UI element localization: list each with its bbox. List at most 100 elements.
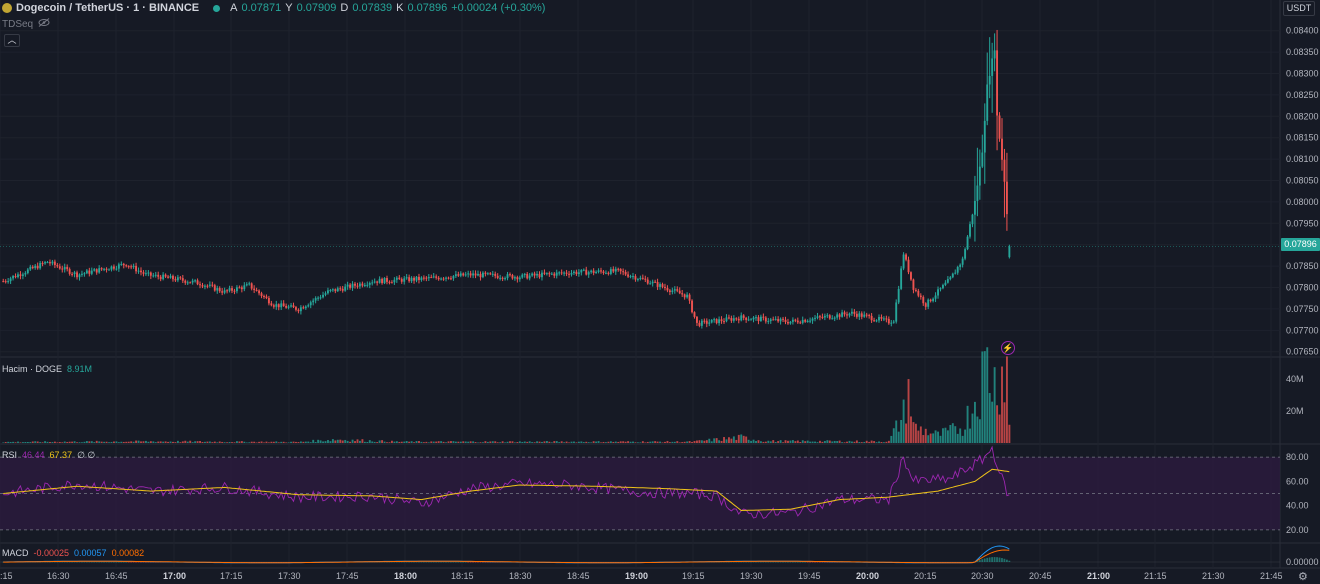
candle-body bbox=[644, 278, 647, 280]
volume-bar bbox=[427, 442, 430, 443]
candle-body bbox=[946, 279, 949, 283]
volume-bar bbox=[267, 442, 270, 443]
volume-bar bbox=[816, 442, 819, 443]
candle-body bbox=[454, 274, 457, 277]
candle-body bbox=[656, 281, 659, 287]
flash-event-icon[interactable]: ⚡ bbox=[1001, 341, 1015, 355]
macd-histogram-bar bbox=[415, 561, 418, 563]
candle-body bbox=[919, 295, 922, 298]
volume-bar bbox=[196, 441, 199, 443]
candle-body bbox=[368, 282, 371, 285]
volume-bar bbox=[110, 441, 113, 443]
macd-histogram-bar bbox=[147, 562, 150, 563]
candle-body bbox=[787, 322, 789, 324]
tdseq-indicator[interactable]: TDSeq bbox=[2, 18, 50, 30]
collapse-legend-button[interactable]: ︿ bbox=[4, 34, 20, 47]
volume-bar bbox=[703, 440, 706, 443]
current-price-label: 0.07896 bbox=[1281, 238, 1320, 251]
macd-value: 0.00057 bbox=[74, 548, 107, 558]
candle-body bbox=[649, 283, 652, 285]
macd-legend[interactable]: MACD -0.00025 0.00057 0.00082 bbox=[2, 548, 144, 558]
volume-bar bbox=[430, 441, 433, 443]
candle-body bbox=[811, 318, 814, 321]
macd-histogram-bar bbox=[993, 557, 996, 562]
macd-histogram-bar bbox=[152, 562, 155, 563]
time-tick-label: 19:00 bbox=[625, 571, 648, 581]
candle-body bbox=[774, 319, 777, 321]
macd-histogram-bar bbox=[432, 561, 435, 563]
volume-bar bbox=[580, 441, 583, 443]
volume-bar bbox=[422, 442, 425, 443]
candle-body bbox=[961, 258, 964, 265]
currency-selector[interactable]: USDT bbox=[1283, 1, 1315, 16]
candle-body bbox=[587, 272, 590, 275]
candle-body bbox=[422, 277, 425, 279]
volume-bar bbox=[169, 441, 172, 443]
volume-bar bbox=[322, 441, 324, 443]
candle-body bbox=[167, 276, 169, 278]
rsi-ma-value: 67.37 bbox=[49, 450, 73, 460]
candle-body bbox=[939, 288, 942, 290]
candle-body bbox=[277, 304, 280, 308]
candle-body bbox=[371, 282, 374, 284]
symbol-title[interactable]: Dogecoin / TetherUS · 1 · BINANCE bbox=[16, 2, 200, 14]
candle-body bbox=[420, 277, 423, 281]
volume-bar bbox=[319, 440, 322, 443]
volume-bar bbox=[371, 441, 374, 443]
candle-body bbox=[639, 277, 642, 280]
candle-body bbox=[358, 283, 361, 287]
macd-histogram-bar bbox=[976, 561, 979, 562]
volume-bar bbox=[516, 442, 519, 443]
candle-body bbox=[713, 319, 716, 321]
volume-legend[interactable]: Hacim · DOGE 8.91M bbox=[2, 364, 92, 374]
rsi-legend[interactable]: RSI 46.44 67.37 ∅ ∅ bbox=[2, 450, 95, 461]
candle-body bbox=[870, 315, 873, 321]
candle-body bbox=[563, 272, 566, 274]
volume-bar bbox=[873, 441, 876, 443]
volume-bar bbox=[49, 441, 51, 443]
macd-histogram-bar bbox=[755, 561, 757, 563]
volume-bar bbox=[309, 442, 312, 443]
candle-body bbox=[19, 274, 22, 276]
candle-body bbox=[590, 270, 593, 273]
volume-bar bbox=[435, 441, 438, 443]
ohlc-open-label: A bbox=[230, 2, 238, 14]
volume-bar bbox=[383, 441, 386, 443]
rsi-band bbox=[0, 457, 1280, 530]
volume-bar bbox=[76, 442, 78, 443]
volume-bar bbox=[745, 436, 748, 443]
volume-bar bbox=[533, 442, 536, 443]
volume-bar bbox=[98, 441, 101, 443]
eye-hidden-icon[interactable] bbox=[38, 18, 50, 30]
candle-body bbox=[159, 276, 162, 280]
chart-settings-icon[interactable]: ⚙ bbox=[1298, 571, 1308, 583]
volume-bar bbox=[462, 441, 465, 443]
macd-histogram-bar bbox=[737, 561, 740, 563]
candle-body bbox=[841, 312, 844, 317]
volume-bar bbox=[597, 441, 600, 443]
candle-body bbox=[769, 319, 772, 322]
macd-histogram-bar bbox=[422, 561, 425, 563]
macd-histogram-bar bbox=[117, 561, 120, 563]
price-tick-label: 0.08100 bbox=[1286, 154, 1319, 164]
volume-bar bbox=[21, 442, 24, 443]
macd-histogram-bar bbox=[78, 561, 81, 563]
candle-body bbox=[39, 263, 42, 269]
volume-bar bbox=[974, 401, 976, 443]
candle-body bbox=[395, 277, 398, 280]
volume-bar bbox=[833, 440, 836, 443]
macd-histogram-bar bbox=[81, 561, 83, 563]
macd-histogram-bar bbox=[482, 562, 484, 563]
candle-body bbox=[998, 115, 1001, 139]
volume-bar bbox=[496, 442, 499, 443]
candle-body bbox=[383, 277, 386, 284]
volume-bar bbox=[558, 442, 561, 443]
candle-body bbox=[801, 319, 804, 323]
macd-histogram-bar bbox=[447, 561, 450, 563]
candle-body bbox=[969, 224, 971, 237]
volume-bar bbox=[376, 442, 379, 443]
volume-bar bbox=[575, 442, 578, 443]
candle-body bbox=[481, 272, 484, 278]
macd-histogram-bar bbox=[747, 561, 750, 563]
